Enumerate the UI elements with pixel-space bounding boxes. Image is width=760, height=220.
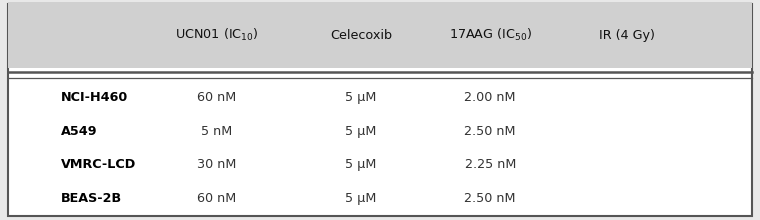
- Bar: [8, 2, 752, 68]
- Text: 5 μM: 5 μM: [345, 192, 377, 205]
- Text: BEAS-2B: BEAS-2B: [61, 192, 122, 205]
- Text: 60 nM: 60 nM: [197, 192, 236, 205]
- Text: A549: A549: [61, 125, 97, 138]
- Text: 2.00 nM: 2.00 nM: [464, 91, 516, 104]
- Text: Celecoxib: Celecoxib: [330, 29, 392, 42]
- Text: 2.25 nM: 2.25 nM: [464, 158, 516, 171]
- Text: 2.50 nM: 2.50 nM: [464, 125, 516, 138]
- Text: IR (4 Gy): IR (4 Gy): [599, 29, 655, 42]
- Text: 2.50 nM: 2.50 nM: [464, 192, 516, 205]
- Text: 5 μM: 5 μM: [345, 125, 377, 138]
- Text: 60 nM: 60 nM: [197, 91, 236, 104]
- Text: 5 nM: 5 nM: [201, 125, 233, 138]
- Text: 5 μM: 5 μM: [345, 91, 377, 104]
- Text: 5 μM: 5 μM: [345, 158, 377, 171]
- Text: VMRC-LCD: VMRC-LCD: [61, 158, 136, 171]
- Text: 30 nM: 30 nM: [197, 158, 236, 171]
- Text: 17AAG (IC$_{50}$): 17AAG (IC$_{50}$): [448, 27, 532, 43]
- Text: NCI-H460: NCI-H460: [61, 91, 128, 104]
- Text: UCN01 (IC$_{10}$): UCN01 (IC$_{10}$): [175, 27, 258, 43]
